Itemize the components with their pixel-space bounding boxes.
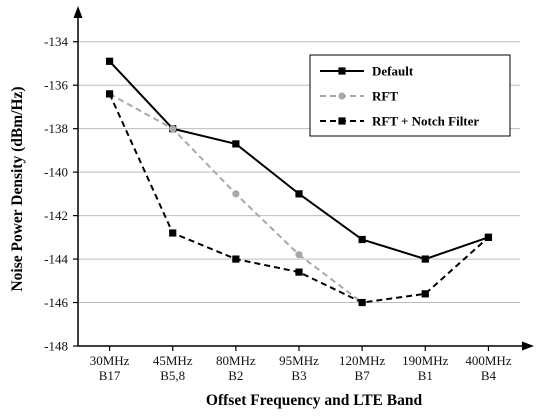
legend-label: RFT + Notch Filter	[372, 114, 479, 129]
data-point	[421, 255, 429, 263]
y-tick-label: -136	[44, 78, 68, 93]
x-tick-label-frequency: 80MHz	[216, 353, 256, 368]
x-axis-title: Offset Frequency and LTE Band	[206, 392, 423, 409]
data-point	[358, 298, 366, 307]
data-point	[295, 268, 303, 276]
legend-marker	[338, 117, 346, 125]
x-axis-arrow	[522, 341, 534, 351]
y-tick-label: -144	[44, 252, 68, 267]
legend-marker	[338, 92, 346, 100]
data-point	[295, 251, 303, 259]
data-point	[232, 255, 240, 263]
y-axis-arrow	[73, 6, 83, 18]
x-tick-label-frequency: 190MHz	[402, 353, 448, 368]
series-rft-notch-filter	[105, 90, 493, 307]
y-tick-label: -146	[44, 295, 68, 310]
x-tick-label-band: B3	[291, 368, 306, 383]
data-point	[169, 229, 177, 237]
y-tick-label: -148	[44, 339, 68, 354]
x-tick-label-band: B2	[228, 368, 243, 383]
x-tick-label-band: B4	[481, 368, 497, 383]
x-tick-label-band: B17	[99, 368, 121, 383]
legend-label: Default	[372, 64, 414, 79]
x-tick-label-band: B5,8	[160, 368, 185, 383]
data-point	[295, 190, 303, 198]
axes	[73, 6, 534, 351]
x-tick-label-frequency: 30MHz	[90, 353, 130, 368]
legend-label: RFT	[372, 89, 398, 104]
data-point	[232, 190, 240, 198]
data-point	[484, 233, 493, 241]
x-tick-label-band: B1	[418, 368, 433, 383]
x-tick-label-frequency: 400MHz	[465, 353, 511, 368]
data-point	[421, 290, 429, 298]
data-point	[358, 235, 366, 244]
y-tick-label: -134	[44, 34, 68, 49]
legend: Default RFT RFT + Notch Filter	[309, 54, 511, 137]
y-tick-label: -138	[44, 121, 68, 136]
x-tick-label-frequency: 45MHz	[153, 353, 193, 368]
data-point	[105, 90, 114, 98]
gridlines	[78, 41, 520, 304]
y-tick-labels: -148 -146 -144 -142 -140 -138 -136 -134	[44, 34, 68, 353]
legend-marker	[338, 67, 346, 75]
y-tick-label: -142	[44, 208, 68, 223]
x-tick-label-frequency: 120MHz	[339, 353, 385, 368]
data-point	[232, 140, 240, 148]
y-tick-label: -140	[44, 165, 68, 180]
x-tick-label-frequency: 95MHz	[279, 353, 319, 368]
x-tick-label-band: B7	[355, 368, 371, 383]
data-point	[105, 57, 114, 65]
y-axis-title: Noise Power Density (dBm/Hz)	[9, 86, 26, 291]
series-layer	[105, 57, 493, 307]
data-point	[169, 125, 177, 133]
